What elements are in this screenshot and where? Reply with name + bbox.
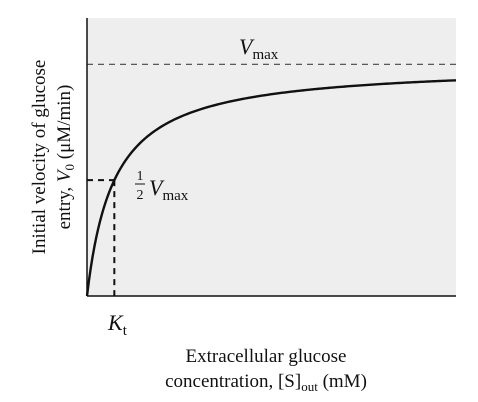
y-axis-label-line1: Initial velocity of glucose	[29, 60, 50, 255]
half-fraction-denominator: 2	[137, 188, 144, 203]
x-axis-label-line1: Extracellular glucose	[186, 346, 347, 367]
y-axis-label-line2: entry, V0 (μM/min)	[54, 85, 77, 230]
half-fraction-numerator: 1	[137, 169, 144, 184]
vmax-label: Vmax	[239, 34, 279, 63]
kt-label: Kt	[107, 310, 128, 339]
half-vmax-symbol: Vmax	[149, 175, 189, 204]
plot-background	[87, 18, 456, 296]
y-axis-label: Initial velocity of glucose entry, V0 (μ…	[29, 60, 77, 255]
half-vmax-label: 1 2 Vmax	[135, 169, 189, 204]
velocity-curve	[85, 79, 457, 297]
x-axis-label-line2: concentration, [S]out (mM)	[165, 371, 367, 394]
